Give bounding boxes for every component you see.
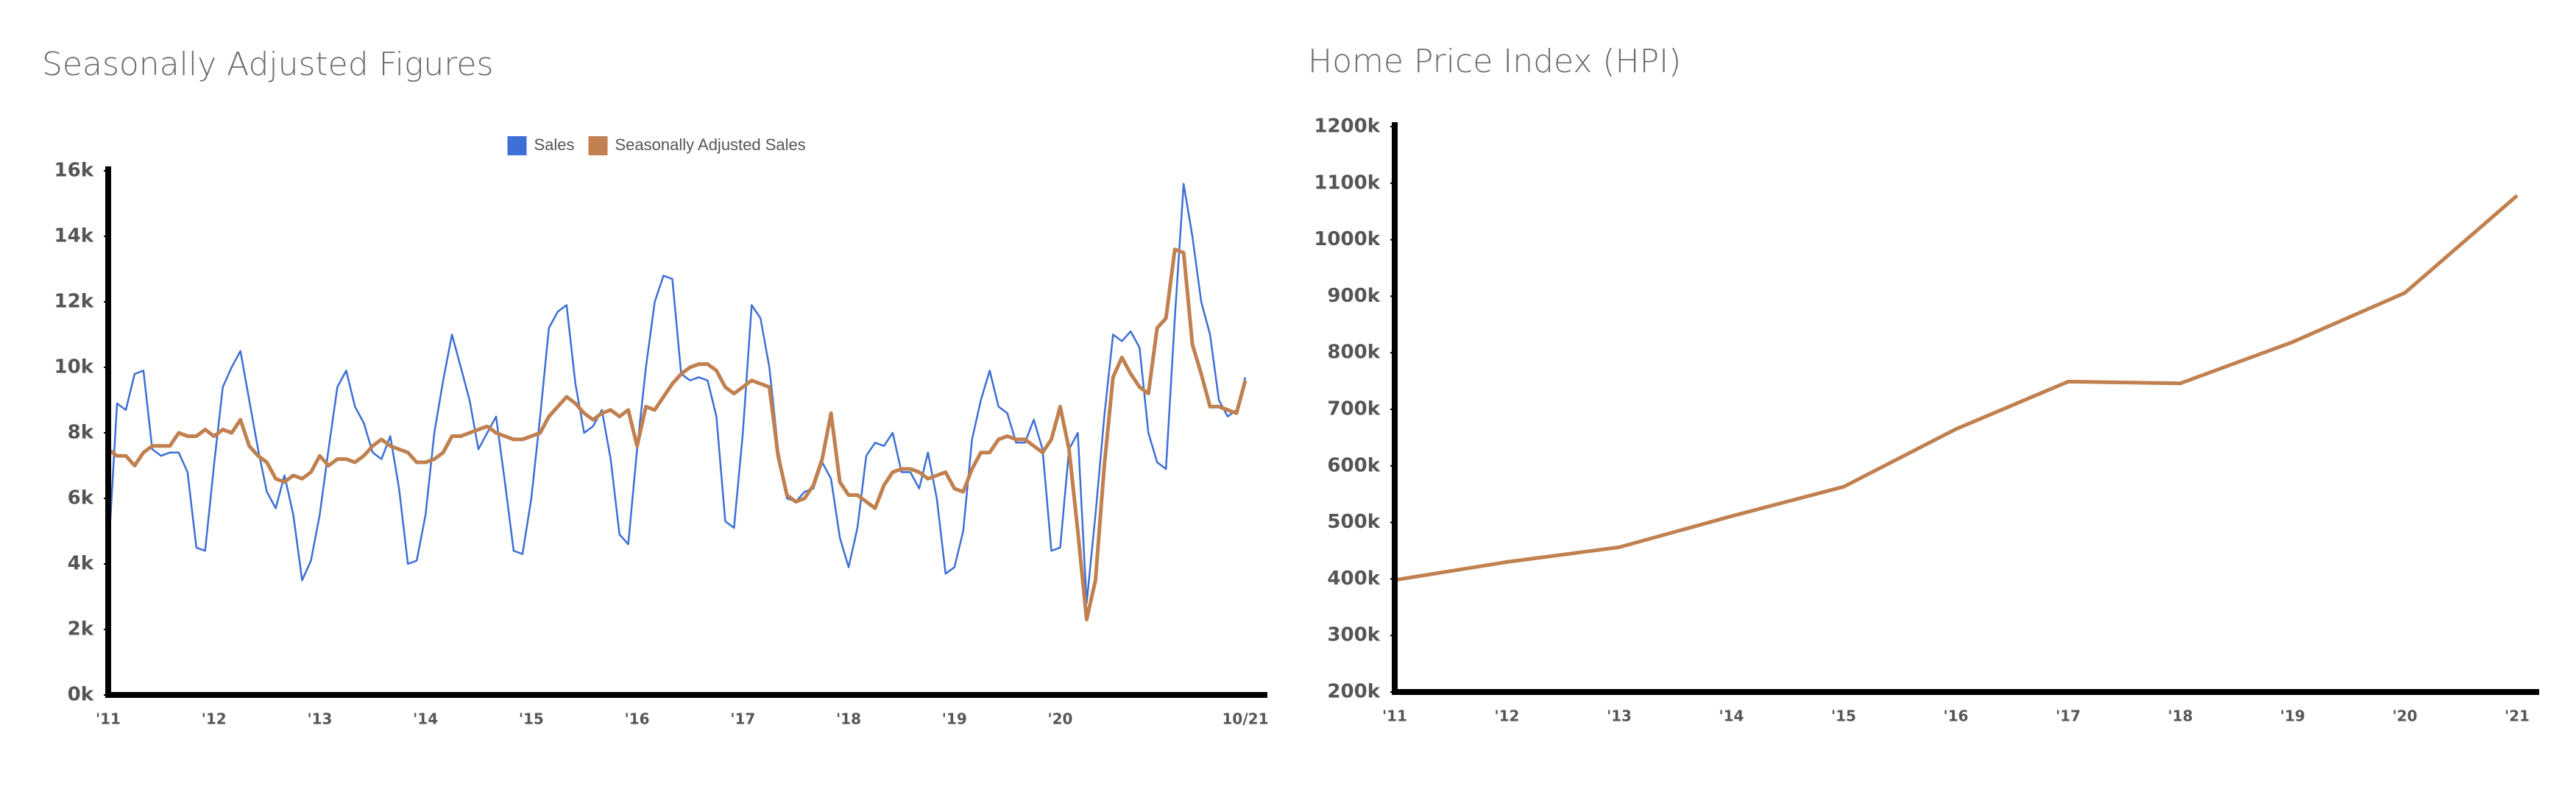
x-tick-label: '21 [2505, 707, 2530, 725]
x-tick-label: '17 [2056, 707, 2081, 725]
x-tick-label: '15 [519, 710, 544, 728]
legend-label: Sales [534, 135, 575, 154]
chart-title: Home Price Index (HPI) [1308, 43, 1681, 80]
y-tick-label: 0k [68, 684, 94, 706]
y-tick-label: 12k [54, 291, 94, 313]
legend-swatch [588, 136, 608, 155]
x-tick-label: '16 [625, 710, 650, 728]
x-tick-label: '13 [307, 710, 332, 728]
x-tick-label: '19 [942, 710, 967, 728]
y-tick-label: 10k [54, 356, 94, 378]
x-tick-label: '15 [1831, 707, 1856, 725]
data-line [107, 183, 1247, 604]
x-tick-label: '16 [1944, 707, 1969, 725]
y-tick-label: 700k [1327, 398, 1380, 420]
y-tick-label: 1200k [1314, 116, 1380, 138]
y-tick-label: 400k [1327, 568, 1380, 590]
x-tick-label: '12 [1495, 707, 1520, 725]
x-tick-label: '19 [2280, 707, 2305, 725]
x-tick-label: '18 [836, 710, 861, 728]
data-line [1394, 194, 2519, 582]
legend-swatch [507, 136, 527, 155]
x-tick-label: '13 [1607, 707, 1632, 725]
data-line [107, 247, 1248, 622]
x-tick-label: '12 [202, 710, 227, 728]
y-tick-label: 1000k [1314, 228, 1380, 250]
x-tick-label: '17 [730, 710, 755, 728]
x-tick-label: '20 [2393, 707, 2418, 725]
y-tick-label: 300k [1327, 624, 1380, 646]
y-tick-label: 14k [54, 225, 94, 247]
y-tick-label: 4k [68, 553, 94, 575]
y-tick-label: 200k [1327, 681, 1380, 703]
y-tick-label: 8k [68, 422, 94, 444]
legend-label: Seasonally Adjusted Sales [615, 135, 806, 154]
y-tick-label: 1100k [1314, 172, 1380, 194]
x-tick-label: '11 [96, 710, 121, 728]
chart-title: Seasonally Adjusted Figures [42, 46, 493, 83]
y-tick-label: 2k [68, 618, 94, 640]
x-tick-label: '14 [1719, 707, 1744, 725]
y-tick-label: 800k [1327, 342, 1380, 364]
x-tick-label: '11 [1382, 707, 1407, 725]
x-tick-label: 10/21 [1222, 710, 1269, 728]
y-tick-label: 6k [68, 487, 94, 509]
y-tick-label: 16k [54, 160, 94, 182]
x-tick-label: '18 [2168, 707, 2193, 725]
y-tick-label: 500k [1327, 511, 1380, 533]
x-tick-label: '14 [413, 710, 438, 728]
y-tick-label: 900k [1327, 285, 1380, 307]
y-tick-label: 600k [1327, 454, 1380, 476]
x-tick-label: '20 [1048, 710, 1073, 728]
